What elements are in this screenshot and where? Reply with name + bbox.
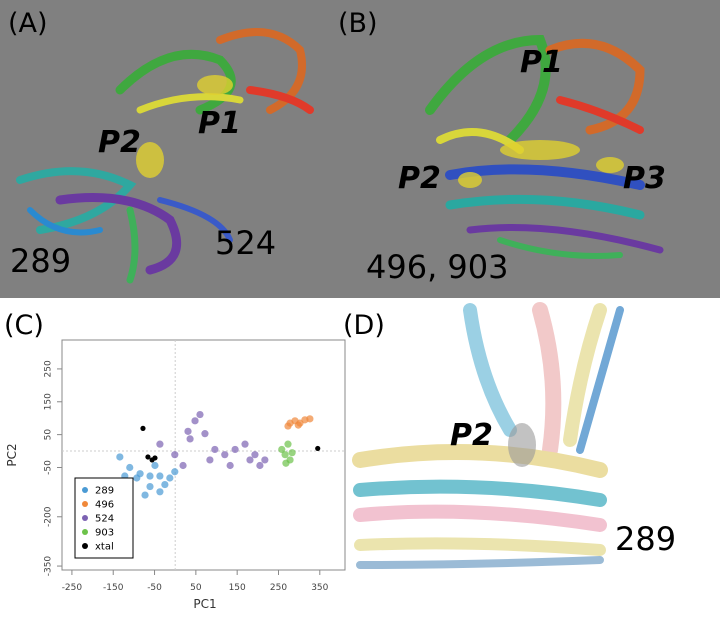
point (151, 461, 159, 470)
point (231, 445, 239, 454)
y-tick-label: -50 (44, 460, 54, 475)
annotation: 289 (615, 520, 676, 558)
y-tick-label: -200 (44, 506, 54, 527)
point (306, 415, 314, 423)
y-tick-label: 50 (44, 429, 54, 441)
point (246, 456, 254, 464)
annotation: P1 (520, 45, 563, 80)
point (166, 474, 174, 482)
point (196, 410, 204, 419)
annotation: P2 (398, 161, 441, 196)
molecule-d (352, 302, 624, 569)
point (206, 456, 214, 464)
point (288, 449, 296, 457)
x-tick-label: -250 (62, 583, 83, 593)
legend-label: 903 (95, 528, 114, 539)
panel-label: (A) (8, 8, 48, 39)
plot-frame (61, 339, 346, 571)
point (156, 440, 164, 448)
y-tick-label: -350 (44, 556, 54, 577)
annotation: P1 (198, 106, 241, 141)
legend-marker (82, 487, 88, 493)
x-tick-label: -150 (103, 583, 124, 593)
point (156, 472, 164, 480)
point (186, 435, 194, 443)
molecule-a (16, 28, 314, 284)
ligand-d (508, 423, 536, 467)
legend-marker (82, 501, 88, 507)
point (133, 474, 141, 482)
legend-label: 289 (95, 486, 114, 497)
legend-label: 524 (95, 514, 114, 525)
point (146, 482, 154, 491)
point (278, 445, 286, 454)
point (284, 440, 292, 448)
x-tick-label: -50 (147, 583, 162, 593)
point (241, 440, 249, 448)
point (281, 451, 289, 459)
y-tick-label: 250 (44, 360, 54, 377)
point (221, 451, 229, 459)
point (211, 445, 219, 454)
legend-marker (82, 515, 88, 521)
point (201, 430, 209, 438)
point (161, 480, 169, 489)
annotation: P2 (98, 125, 141, 160)
panel-label: (C) (4, 310, 44, 341)
annotation: P3 (623, 161, 666, 196)
legend-label: xtal (95, 542, 114, 553)
point (140, 425, 146, 431)
legend-marker (82, 529, 88, 535)
point (251, 451, 259, 459)
panel-label: (B) (338, 8, 378, 39)
point (256, 461, 264, 470)
point (156, 488, 164, 496)
point (282, 459, 290, 467)
x-tick-label: 50 (190, 583, 202, 593)
legend-label: 496 (95, 500, 114, 511)
x-tick-label: 250 (270, 583, 287, 593)
y-axis-label: PC2 (5, 443, 19, 466)
point (126, 463, 134, 472)
x-tick-label: 350 (311, 583, 328, 593)
panel-label: (D) (343, 310, 385, 341)
point (171, 451, 179, 459)
point (146, 472, 154, 480)
point (284, 422, 292, 430)
point (145, 454, 151, 460)
molecule-b (425, 34, 664, 259)
ligand-dots-a (136, 75, 233, 178)
point (152, 455, 158, 461)
x-tick-label: 150 (229, 583, 246, 593)
point (171, 468, 179, 476)
point (141, 491, 149, 499)
annotation: P2 (450, 418, 493, 453)
annotation: 496, 903 (366, 248, 509, 286)
point (261, 456, 269, 464)
x-axis-label: PC1 (193, 597, 216, 611)
point (226, 461, 234, 470)
point (294, 421, 302, 429)
annotation: 524 (215, 224, 276, 262)
point (191, 417, 199, 425)
legend-marker (82, 543, 88, 549)
point (116, 453, 124, 461)
annotation: 289 (10, 242, 71, 280)
point (179, 461, 187, 470)
y-tick-label: 150 (44, 393, 54, 410)
point (315, 445, 321, 452)
point (184, 427, 192, 435)
ligand-dots-b (458, 140, 624, 188)
